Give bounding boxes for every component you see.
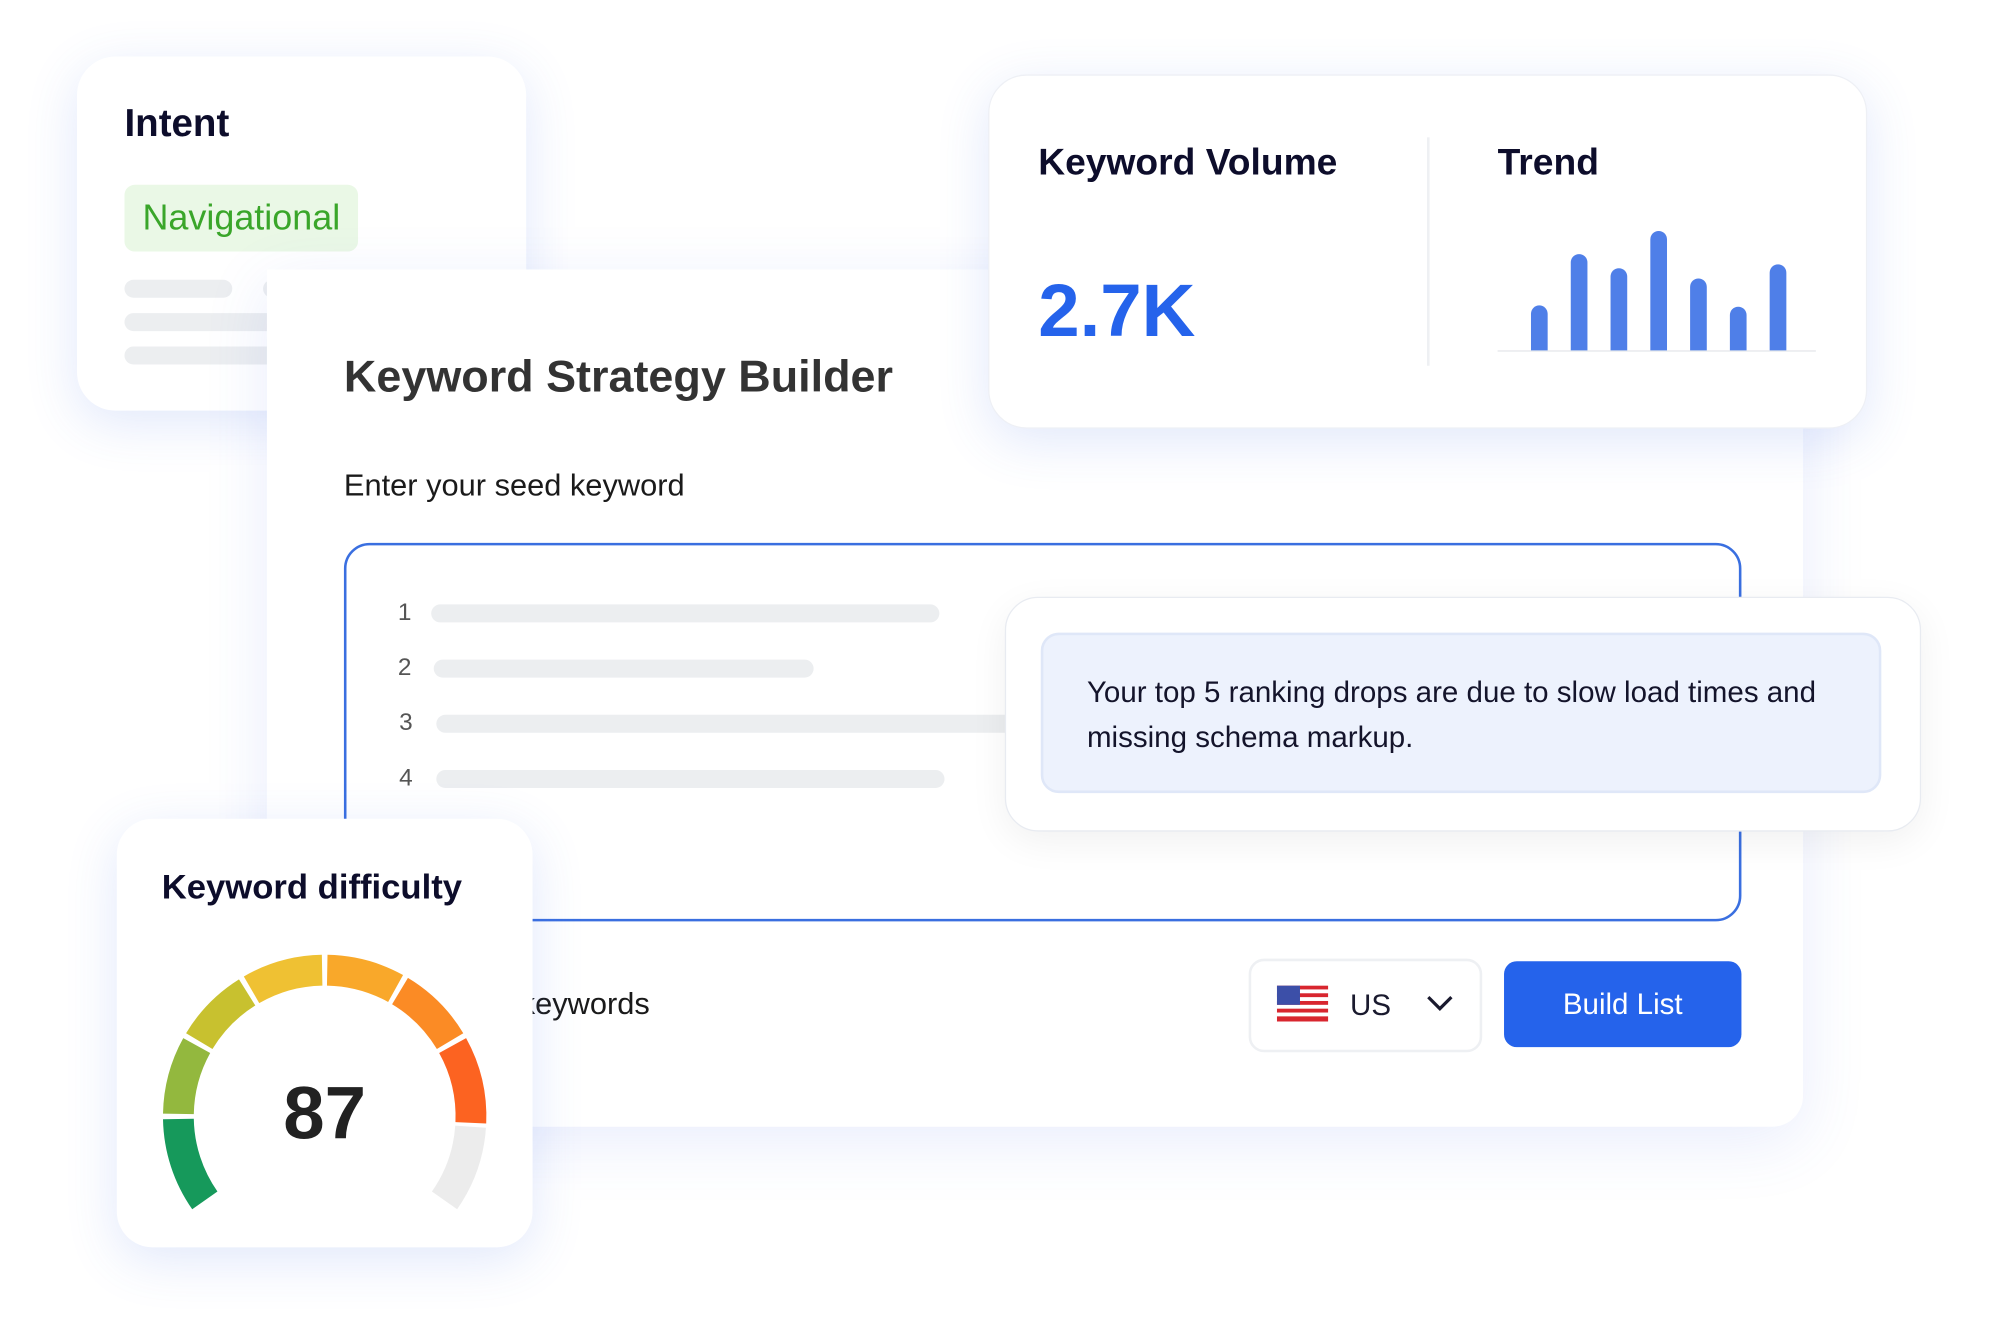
trend-title: Trend [1497, 142, 1599, 184]
keywords-count-label: keywords [519, 986, 650, 1022]
chevron-down-icon [1427, 995, 1453, 1011]
placeholder-line [436, 714, 1027, 733]
insight-card: Your top 5 ranking drops are due to slow… [1004, 596, 1922, 832]
keyword-difficulty-card: Keyword difficulty 87 [116, 818, 533, 1248]
gauge-segment [163, 1118, 218, 1210]
keyword-difficulty-title: Keyword difficulty [161, 867, 463, 907]
trend-bar [1769, 264, 1787, 351]
gauge-segment [186, 979, 256, 1050]
gauge-segment [438, 1038, 487, 1124]
keyword-volume-card: Keyword Volume 2.7K Trend [988, 74, 1868, 429]
keyword-volume-value: 2.7K [1038, 269, 1196, 353]
us-flag-icon [1276, 985, 1329, 1022]
trend-chart [1497, 217, 1816, 352]
trend-bar [1530, 305, 1548, 351]
trend-bar [1690, 278, 1707, 351]
keyword-volume-title: Keyword Volume [1038, 142, 1338, 184]
difficulty-gauge [163, 954, 487, 1210]
build-list-button[interactable]: Build List [1504, 961, 1742, 1048]
seed-keyword-label: Enter your seed keyword [343, 468, 685, 504]
insight-box: Your top 5 ranking drops are due to slow… [1040, 632, 1882, 794]
intent-badge: Navigational [124, 184, 359, 252]
page-title: Keyword Strategy Builder [343, 351, 894, 402]
line-number: 1 [397, 599, 412, 627]
country-select[interactable]: US [1248, 958, 1483, 1053]
divider [1427, 137, 1430, 366]
difficulty-score: 87 [283, 1071, 367, 1155]
line-number: 4 [399, 764, 413, 792]
gauge-track [431, 1125, 486, 1210]
trend-bar [1610, 268, 1628, 351]
placeholder-line [433, 659, 814, 678]
trend-bar [1729, 306, 1747, 351]
intent-title: Intent [124, 102, 230, 146]
country-value: US [1350, 988, 1392, 1022]
gauge-segment [163, 1038, 211, 1115]
line-number: 3 [399, 709, 413, 737]
placeholder-line [431, 604, 940, 623]
gauge-segment [243, 954, 323, 1004]
placeholder-line [436, 769, 945, 788]
trend-bar [1570, 254, 1588, 351]
placeholder-line [124, 279, 233, 298]
gauge-segment [326, 954, 404, 1003]
line-number: 2 [397, 654, 412, 682]
trend-bar [1650, 230, 1668, 351]
insight-text: Your top 5 ranking drops are due to slow… [1086, 675, 1817, 754]
seed-keyword-input[interactable]: 1 2 3 4 [343, 542, 1742, 922]
gauge-segment [391, 977, 464, 1050]
